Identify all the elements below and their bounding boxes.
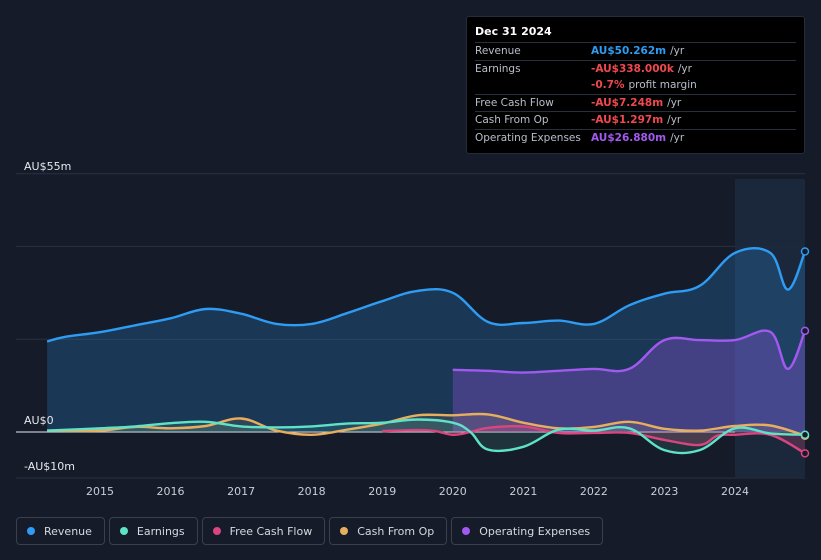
legend-item-cash-from-op[interactable]: Cash From Op bbox=[329, 517, 448, 545]
legend-dot-icon bbox=[212, 527, 221, 535]
tooltip-row-cash-from-op: Cash From Op -AU$1.297m /yr bbox=[475, 111, 796, 129]
tooltip-row-free-cash-flow: Free Cash Flow -AU$7.248m /yr bbox=[475, 93, 796, 112]
x-tick-label: 2015 bbox=[86, 485, 114, 498]
tooltip-row-operating-expenses: Operating Expenses AU$26.880m /yr bbox=[475, 128, 796, 147]
tooltip-label: Revenue bbox=[475, 45, 521, 58]
legend-item-earnings[interactable]: Earnings bbox=[108, 517, 198, 545]
legend-dot-icon bbox=[340, 527, 349, 535]
tooltip-row-earnings: Earnings -AU$338.000k /yr bbox=[475, 59, 796, 78]
tooltip-unit: /yr bbox=[670, 131, 685, 144]
x-tick-label: 2022 bbox=[580, 485, 608, 498]
x-tick-label: 2018 bbox=[298, 485, 326, 498]
tooltip-value: -AU$7.248m bbox=[591, 96, 664, 109]
earnings-endpoint bbox=[800, 430, 810, 440]
tooltip-value: -AU$338.000k bbox=[591, 62, 674, 75]
free-cash-flow-line bbox=[382, 424, 806, 455]
chart-endpoints bbox=[800, 247, 810, 458]
x-axis-ticks: 2015 2016 2017 2018 2019 2020 2021 2022 2023 2024 bbox=[86, 485, 749, 498]
tooltip-unit: /yr bbox=[677, 62, 692, 75]
revenue-endpoint bbox=[800, 247, 810, 256]
chart-legend: Revenue Earnings Free Cash Flow Cash Fro… bbox=[16, 517, 604, 545]
tooltip-label: Cash From Op bbox=[475, 114, 549, 127]
x-tick-label: 2021 bbox=[509, 485, 537, 498]
legend-dot-icon bbox=[27, 527, 35, 535]
cash-from-op-line bbox=[47, 412, 806, 437]
chart-tooltip: Dec 31 2024 Revenue AU$50.262m /yr Earni… bbox=[466, 16, 805, 154]
free-cash-flow-area bbox=[382, 426, 805, 454]
x-tick-label: 2017 bbox=[227, 485, 255, 498]
earnings-line bbox=[47, 418, 806, 455]
operating-expenses-area bbox=[452, 330, 805, 432]
y-axis-bottom-label: -AU$10m bbox=[24, 460, 76, 473]
legend-label: Cash From Op bbox=[357, 524, 435, 538]
x-tick-label: 2019 bbox=[368, 485, 396, 498]
tooltip-date: Dec 31 2024 bbox=[475, 25, 552, 38]
legend-label: Operating Expenses bbox=[479, 524, 591, 538]
tooltip-unit: /yr bbox=[670, 45, 685, 58]
revenue-line bbox=[46, 247, 807, 343]
y-axis-zero-label: AU$0 bbox=[24, 414, 54, 427]
legend-item-free-cash-flow[interactable]: Free Cash Flow bbox=[201, 517, 326, 545]
legend-label: Free Cash Flow bbox=[229, 524, 313, 538]
legend-label: Earnings bbox=[136, 524, 185, 538]
chart-lines bbox=[46, 247, 807, 455]
tooltip-value: -AU$1.297m bbox=[591, 114, 664, 127]
tooltip-row-revenue: Revenue AU$50.262m /yr bbox=[475, 42, 796, 60]
x-tick-label: 2023 bbox=[650, 485, 678, 498]
tooltip-value: AU$50.262m bbox=[591, 45, 667, 58]
tooltip-value: -0.7% bbox=[591, 79, 625, 92]
legend-dot-icon bbox=[462, 527, 471, 535]
free-cash-flow-endpoint bbox=[800, 449, 810, 458]
y-axis-top-label: AU$55m bbox=[24, 160, 72, 173]
tooltip-unit: profit margin bbox=[628, 79, 697, 92]
tooltip-label: Earnings bbox=[475, 62, 521, 75]
chart-canvas: 2015 2016 2017 2018 2019 2020 2021 2022 2023 2024 bbox=[16, 173, 810, 498]
x-tick-label: 2016 bbox=[157, 485, 185, 498]
tooltip-row-profit-margin: -0.7% profit margin bbox=[475, 77, 796, 94]
x-tick-label: 2024 bbox=[721, 485, 749, 498]
x-tick-label: 2020 bbox=[439, 485, 467, 498]
operating-expenses-endpoint bbox=[800, 326, 810, 336]
legend-dot-icon bbox=[119, 527, 128, 535]
operating-expenses-line bbox=[452, 329, 807, 374]
chart-areas bbox=[47, 248, 806, 454]
tooltip-unit: /yr bbox=[667, 96, 682, 109]
revenue-area bbox=[47, 248, 806, 432]
tooltip-value: AU$26.880m bbox=[591, 131, 667, 144]
tooltip-label: Free Cash Flow bbox=[475, 96, 554, 109]
legend-item-revenue[interactable]: Revenue bbox=[16, 517, 105, 545]
tooltip-label: Operating Expenses bbox=[475, 131, 581, 144]
tooltip-unit: /yr bbox=[667, 114, 682, 127]
legend-label: Revenue bbox=[44, 524, 92, 538]
legend-item-operating-expenses[interactable]: Operating Expenses bbox=[451, 517, 604, 545]
chart-gridlines bbox=[16, 173, 805, 479]
